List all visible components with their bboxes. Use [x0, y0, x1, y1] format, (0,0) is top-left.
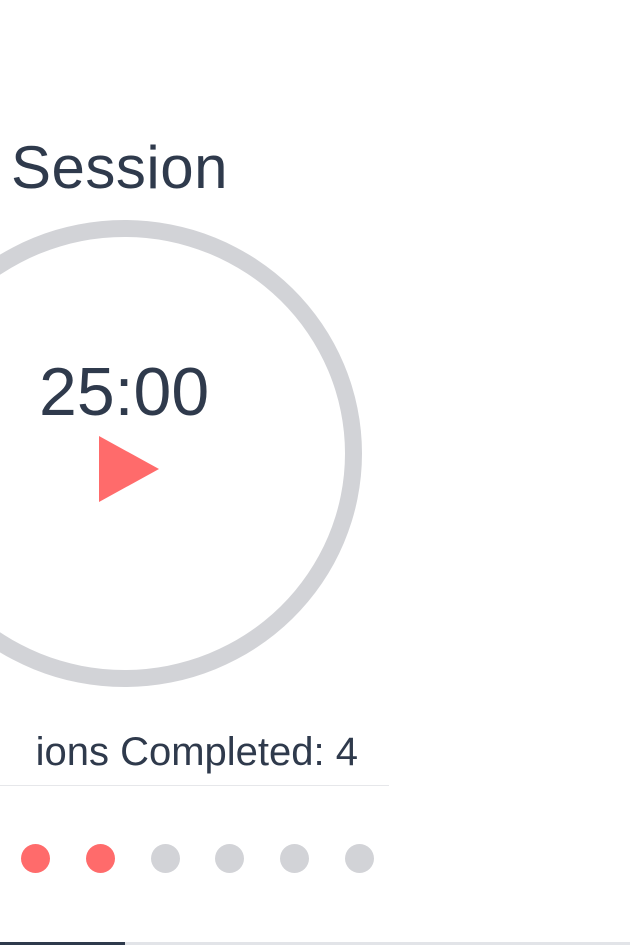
progress-dot: [151, 844, 180, 873]
progress-dot: [280, 844, 309, 873]
bottom-strip-indicator: [0, 942, 125, 945]
divider: [0, 785, 389, 786]
progress-dot: [345, 844, 374, 873]
play-icon: [99, 436, 159, 502]
timer-ring: [0, 220, 362, 687]
progress-dot: [86, 844, 115, 873]
play-button[interactable]: [99, 436, 159, 502]
sessions-completed-label: ions Completed: 4: [35, 730, 358, 774]
timer-display: 25:00: [39, 354, 210, 430]
page-title: Session: [11, 134, 228, 201]
bottom-strip: [0, 942, 630, 945]
progress-dot: [21, 844, 50, 873]
progress-dot: [215, 844, 244, 873]
progress-dots: [0, 844, 400, 874]
